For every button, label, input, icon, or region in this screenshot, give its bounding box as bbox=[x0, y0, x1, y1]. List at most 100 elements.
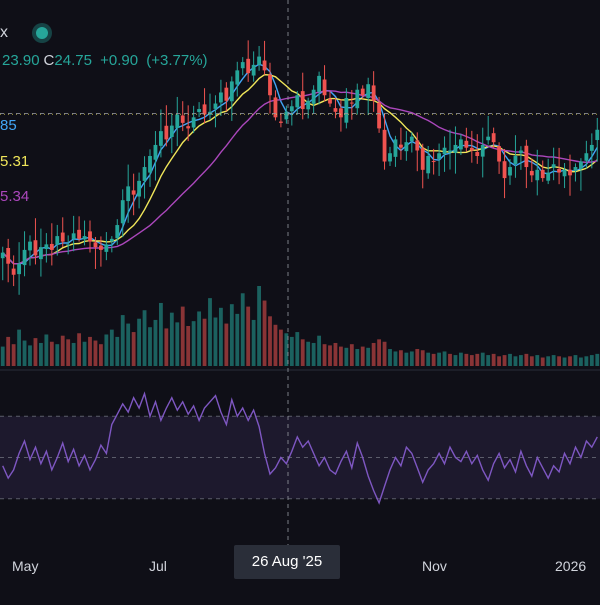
candle bbox=[126, 164, 131, 223]
candle bbox=[480, 127, 485, 178]
candle-body bbox=[224, 87, 229, 101]
candle-body bbox=[169, 125, 174, 137]
volume-bar bbox=[513, 356, 518, 366]
candle-body bbox=[295, 95, 300, 108]
candle-body bbox=[11, 268, 16, 275]
candle-body bbox=[442, 147, 447, 154]
candle bbox=[235, 61, 240, 97]
candle bbox=[142, 156, 147, 199]
candle-body bbox=[55, 236, 60, 245]
candle-body bbox=[153, 144, 158, 160]
candle bbox=[115, 219, 120, 245]
volume-bar bbox=[486, 355, 491, 366]
candle-body bbox=[246, 58, 251, 74]
candle-body bbox=[77, 229, 81, 239]
candle bbox=[213, 95, 218, 128]
volume-bar bbox=[153, 319, 158, 366]
candle-body bbox=[557, 168, 561, 173]
candle-body bbox=[349, 102, 354, 104]
symbol-label[interactable]: x bbox=[0, 24, 8, 41]
volume-bar bbox=[28, 345, 32, 366]
candle-body bbox=[191, 117, 196, 128]
candle-body bbox=[186, 126, 191, 129]
volume-bar bbox=[109, 329, 114, 366]
candle bbox=[349, 89, 354, 120]
candle bbox=[524, 139, 529, 189]
candle-body bbox=[344, 98, 349, 123]
volume-bar bbox=[126, 323, 131, 366]
candle bbox=[497, 142, 501, 174]
candle bbox=[475, 134, 480, 164]
candle-body bbox=[235, 70, 240, 85]
candle-body bbox=[519, 150, 523, 154]
candle bbox=[366, 77, 371, 116]
volume-bar bbox=[49, 341, 54, 366]
candle bbox=[246, 40, 251, 82]
candle-body bbox=[404, 142, 409, 152]
candle bbox=[22, 231, 27, 277]
candle bbox=[71, 215, 76, 252]
volume-bar bbox=[557, 356, 561, 366]
volume-bar bbox=[115, 336, 120, 366]
volume-bar bbox=[393, 351, 398, 366]
candle-body bbox=[377, 102, 381, 129]
candle bbox=[33, 218, 38, 265]
candle bbox=[17, 242, 21, 295]
volume-bar bbox=[71, 342, 76, 366]
candle bbox=[546, 158, 551, 185]
candle bbox=[99, 236, 103, 267]
candle-body bbox=[180, 115, 185, 123]
candle bbox=[164, 105, 169, 147]
candle bbox=[93, 236, 98, 269]
candle bbox=[464, 127, 469, 152]
candle bbox=[180, 101, 185, 132]
candle bbox=[77, 216, 81, 242]
candle-body bbox=[273, 97, 278, 118]
candle bbox=[333, 97, 338, 119]
volume-bar bbox=[420, 350, 425, 366]
candle-body bbox=[459, 139, 463, 150]
volume-bar bbox=[120, 315, 125, 366]
volume-bar bbox=[469, 355, 474, 366]
volume-bar bbox=[229, 304, 234, 366]
candle-body bbox=[529, 170, 534, 176]
volume-bar bbox=[240, 293, 245, 366]
volume-bar bbox=[371, 342, 376, 366]
volume-bar bbox=[328, 345, 332, 366]
volume-bar bbox=[377, 339, 381, 366]
candle bbox=[240, 57, 245, 76]
volume-bar bbox=[453, 355, 458, 366]
volume-bar bbox=[540, 357, 545, 366]
volume-bar bbox=[322, 344, 327, 366]
candle bbox=[104, 232, 109, 261]
candle bbox=[513, 135, 518, 178]
live-status-icon bbox=[36, 27, 48, 39]
candle bbox=[486, 115, 491, 145]
candle-body bbox=[339, 108, 343, 118]
candle bbox=[508, 159, 512, 185]
candle bbox=[404, 131, 409, 161]
candle-body bbox=[93, 242, 98, 248]
candle bbox=[82, 220, 87, 246]
volume-bar bbox=[448, 353, 452, 366]
candle bbox=[426, 145, 431, 179]
candle bbox=[579, 158, 583, 191]
candle bbox=[186, 105, 191, 142]
volume-bar bbox=[169, 312, 174, 366]
candle-body bbox=[388, 153, 392, 162]
candle-body bbox=[480, 144, 485, 157]
x-axis-label-nov: Nov bbox=[422, 558, 447, 574]
candle-body bbox=[491, 133, 496, 143]
candle bbox=[295, 90, 300, 115]
open-value: 23.90 bbox=[2, 52, 40, 69]
volume-bar bbox=[235, 313, 240, 366]
candle-body bbox=[546, 172, 551, 181]
volume-bar bbox=[180, 306, 185, 366]
candle bbox=[595, 117, 600, 162]
candle-body bbox=[22, 249, 27, 266]
candle-body bbox=[589, 144, 594, 151]
candle bbox=[339, 99, 343, 132]
